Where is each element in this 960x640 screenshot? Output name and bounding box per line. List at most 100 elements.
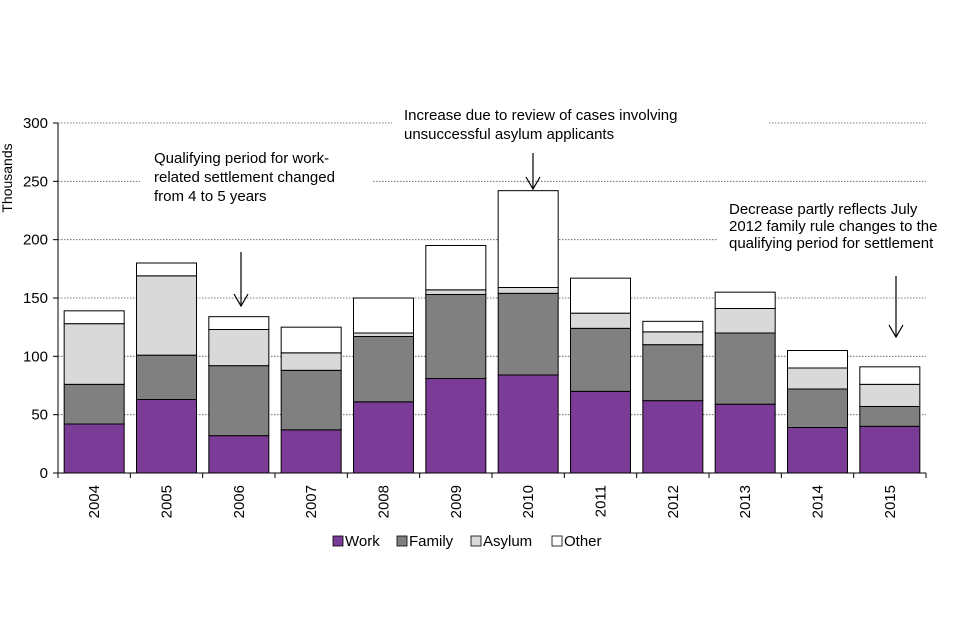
bar-stack-2004 — [63, 310, 125, 474]
x-tick-label: 2015 — [882, 485, 899, 518]
bar-other-2011 — [570, 277, 631, 314]
x-tick-label: 2010 — [520, 485, 537, 518]
y-tick-label: 0 — [40, 465, 48, 482]
bar-work-2010 — [497, 374, 559, 474]
bar-family-2009 — [425, 294, 487, 379]
bar-asylum-2014 — [787, 367, 848, 390]
arrow-head — [233, 293, 249, 308]
bar-other-2015 — [859, 366, 921, 385]
x-tick-label: 2006 — [231, 485, 248, 518]
legend-swatch — [396, 535, 408, 547]
bar-stack-2015 — [859, 366, 921, 474]
annotation-2010: Increase due to review of cases involvin… — [392, 102, 768, 191]
legend-item-work: Work — [332, 533, 380, 550]
annotation-text: unsuccessful asylum applicants — [404, 126, 614, 143]
bar-work-2008 — [353, 401, 414, 474]
arrow-head — [525, 176, 541, 191]
bar-family-2014 — [787, 388, 848, 428]
legend-label: Other — [564, 533, 602, 550]
bar-other-2007 — [280, 326, 342, 354]
bar-work-2005 — [136, 399, 197, 474]
bar-work-2011 — [570, 390, 631, 474]
bar-family-2011 — [570, 327, 631, 392]
bar-family-2013 — [714, 332, 776, 405]
bar-asylum-2012 — [642, 331, 704, 346]
legend-label: Asylum — [483, 533, 532, 550]
bar-work-2004 — [63, 423, 125, 474]
bar-asylum-2010 — [497, 287, 559, 294]
bar-stack-2008 — [353, 297, 414, 474]
y-ticks: 0 50 100 150 200 250 300 — [23, 115, 58, 482]
annotation-text: qualifying period for settlement — [729, 235, 934, 252]
annotation-background — [140, 145, 372, 207]
bar-family-2007 — [280, 369, 342, 431]
bar-asylum-2008 — [353, 332, 414, 337]
bar-asylum-2011 — [570, 312, 631, 329]
legend-item-other: Other — [551, 533, 602, 550]
annotations: Qualifying period for work-related settl… — [140, 102, 960, 339]
x-ticks: 2004 2005 2006 2007 2008 2009 2010 2011 2012 2013… — [57, 473, 927, 518]
annotation-text: related settlement changed — [154, 169, 335, 186]
bar-other-2004 — [63, 310, 125, 325]
y-axis-label: Thousands — [0, 143, 15, 212]
bar-other-2009 — [425, 245, 487, 291]
bar-stack-2012 — [642, 320, 704, 474]
legend-label: Family — [409, 533, 454, 550]
bar-asylum-2006 — [208, 329, 270, 367]
bar-family-2015 — [859, 406, 921, 427]
y-tick-label: 250 — [23, 173, 48, 190]
bar-family-2008 — [353, 336, 414, 403]
legend: Work Family Asylum Other — [332, 533, 602, 550]
bar-stack-2014 — [787, 350, 848, 474]
y-tick-label: 200 — [23, 232, 48, 249]
annotation-2006: Qualifying period for work-related settl… — [140, 145, 372, 308]
legend-item-asylum: Asylum — [470, 533, 532, 550]
bars — [63, 190, 921, 474]
legend-swatch — [332, 535, 344, 547]
bar-other-2014 — [787, 350, 848, 369]
y-tick-label: 50 — [31, 407, 48, 424]
bar-family-2012 — [642, 344, 704, 402]
bar-asylum-2007 — [280, 352, 342, 371]
bar-other-2006 — [208, 316, 270, 330]
bar-stack-2013 — [714, 291, 776, 474]
bar-other-2012 — [642, 320, 704, 333]
annotation-background — [392, 102, 768, 144]
x-tick-label: 2008 — [376, 485, 393, 518]
x-tick-label: 2007 — [303, 485, 320, 518]
x-tick-label: 2013 — [737, 485, 754, 518]
bar-stack-2007 — [280, 326, 342, 474]
bar-other-2008 — [353, 297, 414, 334]
x-tick-label: 2012 — [665, 485, 682, 518]
bar-asylum-2005 — [136, 275, 197, 356]
bar-asylum-2015 — [859, 383, 921, 408]
bar-family-2005 — [136, 354, 197, 400]
annotation-text: Qualifying period for work- — [154, 150, 329, 167]
x-tick-label: 2005 — [159, 485, 176, 518]
x-tick-label: 2011 — [593, 485, 610, 517]
annotation-text: Increase due to review of cases involvin… — [404, 107, 677, 124]
x-tick-label: 2004 — [86, 485, 103, 518]
annotation-text: Decrease partly reflects July — [729, 201, 918, 218]
annotation-text: 2012 family rule changes to the — [729, 218, 937, 235]
bar-work-2013 — [714, 403, 776, 474]
y-tick-label: 300 — [23, 115, 48, 132]
bar-work-2015 — [859, 425, 921, 474]
bar-asylum-2013 — [714, 308, 776, 334]
bar-work-2009 — [425, 378, 487, 474]
bar-stack-2005 — [136, 262, 197, 474]
bar-family-2004 — [63, 383, 125, 425]
bar-work-2006 — [208, 435, 270, 474]
bar-family-2006 — [208, 365, 270, 437]
bar-work-2007 — [280, 429, 342, 474]
bar-stack-2009 — [425, 245, 487, 474]
arrow-head — [888, 324, 904, 339]
bar-asylum-2004 — [63, 323, 125, 385]
bar-stack-2010 — [497, 190, 559, 474]
annotation-text: from 4 to 5 years — [154, 188, 267, 205]
bar-stack-2006 — [208, 316, 270, 474]
bar-work-2014 — [787, 427, 848, 474]
y-tick-label: 100 — [23, 348, 48, 365]
